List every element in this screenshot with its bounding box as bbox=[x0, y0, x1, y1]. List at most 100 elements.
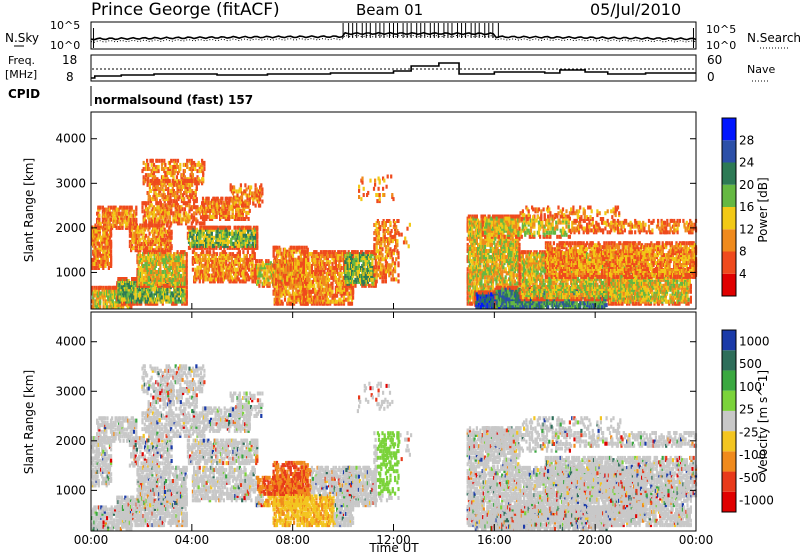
data-cell bbox=[290, 272, 292, 276]
data-cell bbox=[179, 163, 181, 167]
data-cell bbox=[251, 191, 253, 195]
data-cell bbox=[133, 210, 135, 214]
data-cell bbox=[199, 169, 201, 173]
data-cell bbox=[186, 264, 188, 268]
data-cell bbox=[177, 159, 179, 163]
data-cell bbox=[142, 224, 144, 228]
data-cell bbox=[108, 266, 110, 270]
data-cell bbox=[209, 250, 211, 254]
data-cell bbox=[320, 290, 322, 294]
data-cell bbox=[100, 206, 102, 210]
data-cell bbox=[174, 191, 176, 195]
data-cell bbox=[191, 179, 193, 183]
data-cell bbox=[99, 299, 101, 303]
data-cell bbox=[133, 218, 135, 222]
data-cell bbox=[152, 248, 154, 252]
data-cell bbox=[235, 260, 237, 264]
data-cell bbox=[237, 268, 239, 272]
data-cell bbox=[193, 211, 195, 215]
data-cell bbox=[110, 218, 112, 222]
data-cell bbox=[325, 288, 327, 292]
data-cell bbox=[228, 211, 230, 215]
beam-title: Beam 01 bbox=[356, 1, 423, 19]
data-cell bbox=[232, 268, 234, 272]
data-cell bbox=[186, 270, 188, 274]
data-cell bbox=[207, 277, 209, 281]
data-cell bbox=[195, 252, 197, 256]
data-cell bbox=[352, 296, 354, 300]
data-cell bbox=[233, 185, 235, 189]
data-cell bbox=[164, 163, 166, 167]
data-cell bbox=[259, 280, 261, 284]
data-cell bbox=[331, 286, 333, 290]
data-cell bbox=[140, 242, 142, 246]
data-cell bbox=[143, 268, 145, 272]
data-cell bbox=[323, 262, 325, 266]
data-cell bbox=[179, 167, 181, 171]
data-cell bbox=[351, 250, 353, 254]
data-cell bbox=[225, 262, 227, 266]
data-cell bbox=[322, 274, 324, 278]
data-cell bbox=[151, 163, 153, 167]
data-cell bbox=[178, 221, 180, 225]
data-cell bbox=[177, 165, 179, 169]
data-cell bbox=[105, 286, 107, 290]
data-cell bbox=[335, 276, 337, 280]
data-cell bbox=[235, 226, 237, 230]
data-cell bbox=[96, 262, 98, 266]
data-cell bbox=[277, 276, 279, 280]
data-cell bbox=[284, 298, 286, 302]
data-cell bbox=[247, 258, 249, 262]
data-cell bbox=[146, 246, 148, 250]
data-cell bbox=[199, 179, 201, 183]
data-cell bbox=[209, 205, 211, 209]
data-cell bbox=[109, 286, 111, 290]
data-cell bbox=[156, 159, 158, 163]
data-cell bbox=[309, 262, 311, 266]
data-cell bbox=[318, 284, 320, 288]
data-cell bbox=[167, 187, 169, 191]
data-cell bbox=[155, 213, 157, 217]
data-cell bbox=[100, 222, 102, 226]
data-cell bbox=[186, 278, 188, 282]
data-cell bbox=[203, 161, 205, 165]
data-cell bbox=[202, 171, 204, 175]
data-cell bbox=[208, 268, 210, 272]
data-cell bbox=[182, 207, 184, 211]
data-cell bbox=[266, 269, 268, 273]
data-cell bbox=[149, 232, 151, 236]
data-cell bbox=[194, 226, 196, 230]
data-cell bbox=[246, 254, 248, 258]
data-cell bbox=[255, 183, 257, 187]
data-cell bbox=[167, 215, 169, 219]
data-cell bbox=[161, 159, 163, 163]
data-cell bbox=[138, 234, 140, 238]
data-cell bbox=[264, 272, 266, 276]
nave-label: Nave bbox=[747, 63, 775, 76]
data-cell bbox=[135, 218, 137, 222]
data-cell bbox=[184, 207, 186, 211]
data-cell bbox=[144, 213, 146, 217]
data-cell bbox=[185, 183, 187, 187]
data-cell bbox=[277, 250, 279, 254]
data-cell bbox=[145, 234, 147, 238]
data-cell bbox=[245, 234, 247, 238]
data-cell bbox=[163, 270, 165, 274]
data-cell bbox=[362, 252, 364, 256]
data-cell bbox=[172, 175, 174, 179]
data-cell bbox=[184, 179, 186, 183]
data-cell bbox=[258, 284, 260, 288]
data-cell bbox=[202, 177, 204, 181]
data-cell bbox=[171, 199, 173, 203]
data-cell bbox=[169, 215, 171, 219]
data-cell bbox=[358, 264, 360, 268]
data-cell bbox=[143, 232, 145, 236]
data-cell bbox=[166, 291, 168, 295]
data-cell bbox=[253, 264, 255, 268]
data-cell bbox=[166, 287, 168, 291]
data-cell bbox=[153, 171, 155, 175]
data-cell bbox=[147, 179, 149, 183]
data-cell bbox=[275, 282, 277, 286]
